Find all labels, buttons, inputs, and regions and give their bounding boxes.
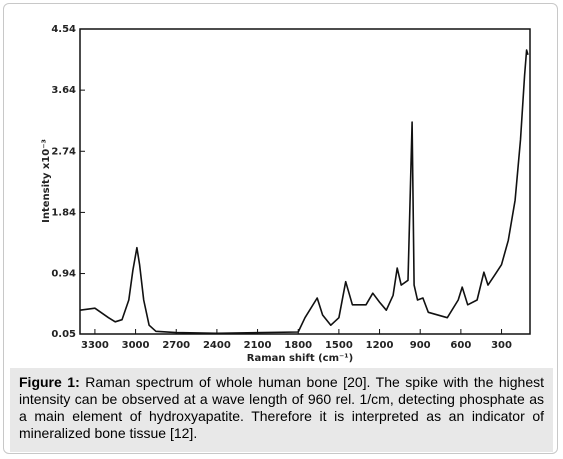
y-tick-label: 0.94 — [51, 269, 76, 280]
x-tick-label: 900 — [410, 340, 431, 351]
x-tick-label: 600 — [450, 340, 471, 351]
x-tick-label: 1500 — [325, 340, 353, 351]
y-tick-label: 2.74 — [51, 146, 76, 157]
spectrum-line — [79, 49, 529, 335]
caption-text: Raman spectrum of whole human bone [20].… — [19, 374, 544, 441]
chart: Intensity x10⁻³ Raman shift (cm⁻¹) 0.05 0… — [41, 24, 531, 364]
x-tick-label: 2400 — [203, 340, 231, 351]
x-tick-label: 1200 — [366, 340, 394, 351]
y-tick-label: 1.84 — [51, 207, 76, 218]
y-tick-label: 0.05 — [51, 329, 76, 340]
x-tick-label: 2700 — [162, 340, 190, 351]
figure-frame — [3, 3, 558, 454]
x-tick-label: 300 — [491, 340, 512, 351]
x-axis-label: Raman shift (cm⁻¹) — [247, 353, 353, 364]
y-tick-label: 3.64 — [51, 85, 76, 96]
x-tick-label: 2100 — [244, 340, 272, 351]
x-tick-label: 1800 — [284, 340, 312, 351]
x-tick-label: 3000 — [122, 340, 150, 351]
plot-frame — [79, 28, 531, 335]
caption: Figure 1: Raman spectrum of whole human … — [10, 368, 553, 452]
caption-label: Figure 1: — [19, 374, 80, 390]
y-tick-label: 4.54 — [51, 24, 76, 35]
y-axis-label: Intensity x10⁻³ — [41, 139, 52, 223]
x-tick-label: 3300 — [81, 340, 109, 351]
